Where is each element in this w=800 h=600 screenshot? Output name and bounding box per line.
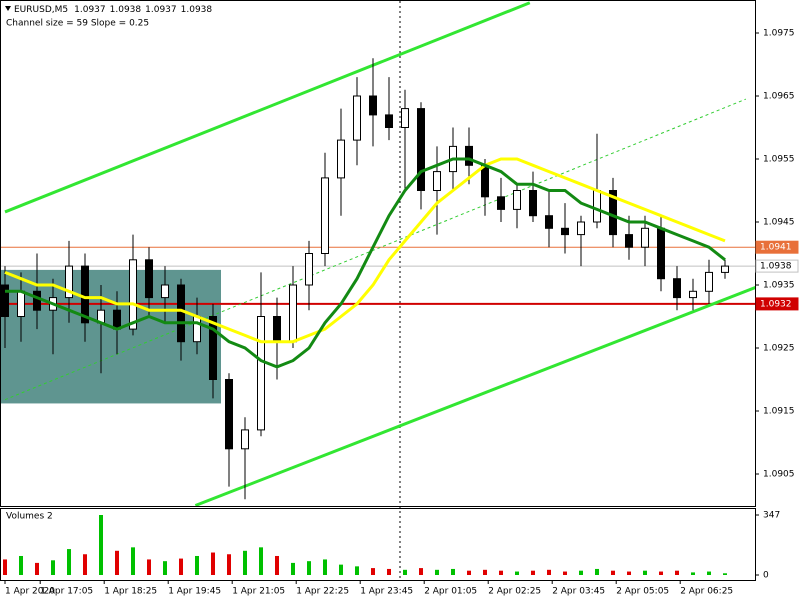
price-label-box xyxy=(755,259,799,273)
zone xyxy=(1,269,221,404)
candle-body xyxy=(705,271,713,292)
volume-title: Volumes 2 xyxy=(6,512,53,522)
candle-body xyxy=(433,171,441,192)
candle-body xyxy=(113,309,121,330)
y-tick-label: 1.0925 xyxy=(763,344,795,354)
candle-body xyxy=(337,139,345,179)
price-label: 1.0932 xyxy=(760,299,792,309)
symbol-arrow xyxy=(5,6,11,11)
price-label-box xyxy=(755,297,799,311)
channel-line xyxy=(194,286,755,506)
candle-body xyxy=(209,316,217,380)
candle-body xyxy=(385,114,393,129)
price-label: 1.0938 xyxy=(760,262,792,272)
candle-body xyxy=(497,196,505,210)
x-tick-label: 1 Apr 19:45 xyxy=(168,587,221,597)
candle-body xyxy=(625,234,633,248)
volume-tick-label: 347 xyxy=(763,511,780,521)
x-tick-label: 2 Apr 02:25 xyxy=(488,587,541,597)
y-tick-label: 1.0975 xyxy=(763,29,795,39)
x-tick-label: 1 Apr 2020 xyxy=(5,587,55,597)
candle-body xyxy=(609,190,617,236)
x-tick-label: 1 Apr 21:05 xyxy=(232,587,285,597)
candle-body xyxy=(353,95,361,141)
volume-pane xyxy=(0,508,756,581)
candle-body xyxy=(657,227,665,280)
candle-body xyxy=(369,95,377,116)
x-tick-label: 2 Apr 05:05 xyxy=(616,587,669,597)
x-tick-label: 1 Apr 17:05 xyxy=(40,587,93,597)
candle-body xyxy=(289,284,297,343)
x-tick-label: 1 Apr 22:25 xyxy=(296,587,349,597)
candle-body xyxy=(481,164,489,198)
channel-line xyxy=(4,1,531,214)
candle-body xyxy=(193,316,201,343)
x-tick-label: 2 Apr 06:25 xyxy=(680,587,733,597)
candle-body xyxy=(241,429,249,450)
candle-body xyxy=(17,290,25,317)
price-label: 1.0941 xyxy=(760,243,792,253)
candle-body xyxy=(561,227,569,236)
candle-body xyxy=(545,215,553,229)
candle-body xyxy=(641,227,649,248)
candle-body xyxy=(81,265,89,324)
candle-body xyxy=(145,259,153,299)
candle-body xyxy=(161,284,169,299)
moving-average xyxy=(4,157,726,344)
candle-body xyxy=(305,253,313,286)
x-tick-label: 2 Apr 03:45 xyxy=(552,587,605,597)
channel-midline xyxy=(4,98,746,401)
candle-body xyxy=(529,190,537,217)
candle-body xyxy=(465,145,473,166)
candle-body xyxy=(257,316,265,431)
candle-body xyxy=(321,177,329,254)
y-tick-label: 1.0945 xyxy=(763,218,795,228)
y-tick-label: 1.0905 xyxy=(763,470,795,480)
y-tick-label: 1.0935 xyxy=(763,281,795,291)
header-price: 1.0938 xyxy=(110,5,142,15)
candle-body xyxy=(65,265,73,299)
header-price: 1.0937 xyxy=(145,5,177,15)
candle-body xyxy=(689,290,697,299)
x-tick-label: 2 Apr 01:05 xyxy=(424,587,477,597)
candle-body xyxy=(273,316,281,343)
candle-body xyxy=(721,265,729,273)
candle-body xyxy=(129,259,137,330)
candle-body xyxy=(593,190,601,223)
price-label-box xyxy=(755,240,799,254)
header: EURUSD,M5 1.0937 1.0938 1.0937 1.0938 xyxy=(14,5,212,15)
main-pane xyxy=(0,0,756,507)
y-tick-label: 1.0955 xyxy=(763,155,795,165)
moving-average xyxy=(5,157,726,369)
header-price: 1.0937 xyxy=(74,5,106,15)
subtitle: Channel size = 59 Slope = 0.25 xyxy=(6,19,149,29)
y-tick-label: 1.0965 xyxy=(763,92,795,102)
candle-body xyxy=(513,190,521,210)
y-tick-label: 1.0915 xyxy=(763,407,795,417)
candle-body xyxy=(225,379,233,450)
candle-body xyxy=(417,108,425,191)
candle-body xyxy=(577,221,585,236)
header-price: 1.0938 xyxy=(181,5,213,15)
x-tick-label: 1 Apr 18:25 xyxy=(104,587,157,597)
x-tick-label: 1 Apr 23:45 xyxy=(360,587,413,597)
candle-body xyxy=(33,290,41,311)
candle-body xyxy=(673,278,681,299)
candle-body xyxy=(1,284,9,317)
volume-tick-label: 0 xyxy=(763,571,769,581)
candle-body xyxy=(177,284,185,343)
candle-body xyxy=(401,108,409,128)
